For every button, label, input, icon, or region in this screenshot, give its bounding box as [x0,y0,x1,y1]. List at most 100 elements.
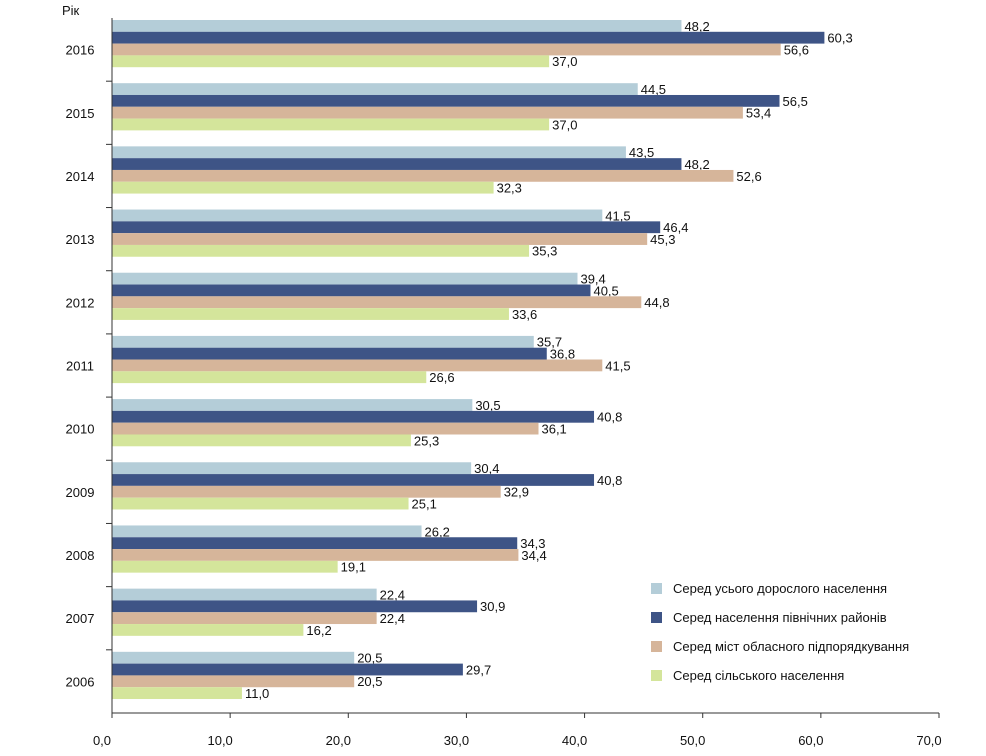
category-label: 2007 [66,611,95,626]
bar [112,272,578,285]
x-tick-label: 40,0 [562,733,587,748]
bar [112,651,355,664]
bar [112,43,781,56]
category-label: 2015 [66,106,95,121]
legend-label: Серед населення північних районів [673,610,887,625]
x-tick-label: 70,0 [916,733,941,748]
bar [112,146,626,159]
data-label: 35,7 [537,335,562,350]
data-label: 40,5 [593,283,618,298]
bar [112,549,519,561]
bar [112,158,682,170]
data-label: 34,3 [520,536,545,551]
bar [112,525,422,538]
data-label: 44,8 [644,295,669,310]
y-axis-title: Рік [62,3,80,18]
data-label: 20,5 [357,651,382,666]
bar [112,347,547,360]
data-label: 30,5 [475,398,500,413]
data-label: 39,4 [580,272,605,287]
bar [112,600,478,613]
bar [112,663,463,676]
bar [112,537,518,550]
bar [112,410,595,423]
data-label: 29,7 [466,662,491,677]
bar [112,221,661,234]
data-label: 36,1 [541,421,566,436]
bar [112,560,338,573]
data-label: 40,8 [597,410,622,425]
x-tick-label: 30,0 [444,733,469,748]
data-label: 25,1 [412,496,437,511]
bar [112,497,409,510]
data-label: 11,0 [245,686,269,701]
category-label: 2012 [66,295,95,310]
data-label: 32,3 [497,181,522,196]
data-label: 44,5 [641,82,666,97]
bar [112,106,743,119]
bar [112,244,530,257]
data-label: 60,3 [827,31,852,46]
data-label: 43,5 [629,145,654,160]
bar [112,335,534,348]
bar [112,359,603,372]
data-label: 20,5 [357,674,382,689]
bar [112,308,509,320]
bar [112,296,642,309]
bar [112,422,539,435]
bar [112,118,550,131]
legend-swatch [651,583,662,594]
legend-label: Серед усього дорослого населення [673,581,887,596]
data-label: 26,2 [425,524,450,539]
bar [112,485,501,498]
category-label: 2006 [66,674,95,689]
data-label: 30,4 [474,461,499,476]
legend-swatch [651,612,662,623]
data-label: 45,3 [650,232,675,247]
bar [112,675,355,688]
data-label: 56,6 [784,42,809,57]
data-label: 22,4 [380,611,405,626]
data-label: 34,4 [521,548,546,563]
legend-swatch [651,641,662,652]
data-label: 40,8 [597,473,622,488]
x-tick-label: 60,0 [798,733,823,748]
data-label: 25,3 [414,433,439,448]
category-label: 2009 [66,485,95,500]
bar [112,233,648,245]
data-label: 36,8 [550,347,575,362]
category-label: 2014 [66,169,95,184]
data-label: 19,1 [341,560,366,575]
data-label: 53,4 [746,106,771,121]
data-label: 16,2 [306,623,331,638]
data-label: 37,0 [552,54,577,69]
bar [112,55,550,68]
data-label: 48,2 [684,157,709,172]
legend-swatch [651,670,662,681]
data-label: 37,0 [552,117,577,132]
data-label: 48,2 [684,19,709,34]
data-label: 41,5 [605,358,630,373]
bar [112,209,603,222]
data-label: 26,6 [429,370,454,385]
bar [112,284,591,297]
category-label: 2013 [66,232,95,247]
data-label: 33,6 [512,307,537,322]
data-label: 22,4 [380,587,405,602]
legend-label: Серед сільського населення [673,668,844,683]
bar [112,181,494,194]
data-label: 30,9 [480,599,505,614]
x-tick-label: 0,0 [93,733,111,748]
legend-label: Серед міст обласного підпорядкування [673,639,909,654]
data-label: 46,4 [663,220,688,235]
category-label: 2008 [66,548,95,563]
bar [112,434,411,447]
bar [112,624,304,636]
bar [112,474,595,486]
category-label: 2010 [66,422,95,437]
bar [112,687,242,700]
bar [112,31,825,44]
bar [112,83,638,95]
bar [112,462,472,475]
bar [112,20,682,32]
